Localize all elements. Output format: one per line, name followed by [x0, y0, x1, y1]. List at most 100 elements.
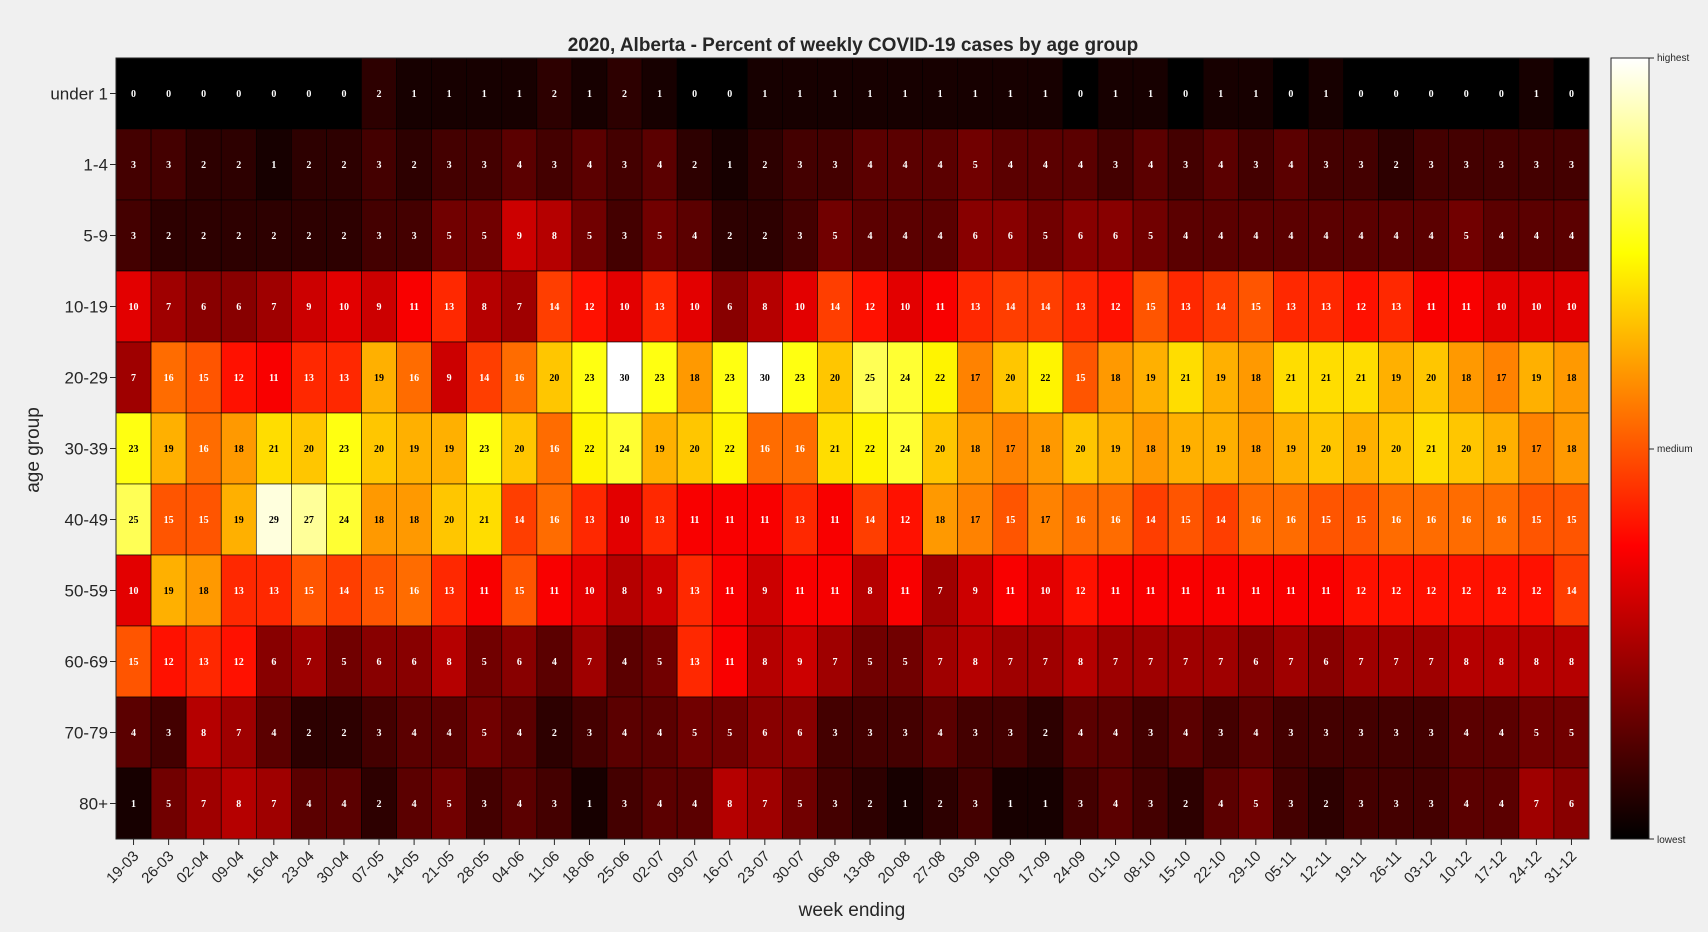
x-tick-label: 03-12	[1401, 848, 1440, 887]
heatmap-cell	[711, 412, 748, 485]
cell-value-label: 2	[412, 160, 417, 171]
cell-value-label: 5	[797, 799, 802, 810]
cell-value-label: 11	[900, 586, 909, 597]
cell-value-label: 14	[339, 586, 349, 597]
cell-value-label: 4	[868, 160, 873, 171]
heatmap-cell	[150, 554, 187, 627]
cell-value-label: 9	[657, 586, 662, 597]
cell-value-label: 15	[1356, 515, 1366, 526]
cell-value-label: 19	[1146, 373, 1156, 384]
heatmap-cell	[220, 625, 257, 698]
cell-value-label: 2	[341, 231, 346, 242]
cell-value-label: 20	[374, 444, 384, 455]
cell-value-label: 19	[1496, 444, 1506, 455]
cell-value-label: 15	[1181, 515, 1191, 526]
cell-value-label: 19	[1356, 444, 1366, 455]
heatmap-cell	[1097, 554, 1134, 627]
cell-value-label: 29	[269, 515, 279, 526]
cell-value-label: 1	[832, 89, 837, 100]
heatmap-cell	[1483, 696, 1520, 769]
heatmap-cell	[1062, 128, 1099, 201]
heatmap-cell	[887, 696, 923, 769]
heatmap-cell	[1378, 57, 1414, 130]
cell-value-label: 1	[868, 89, 873, 100]
cell-value-label: 12	[900, 515, 910, 526]
x-tick-label: 25-06	[594, 848, 633, 887]
cell-value-label: 7	[938, 657, 943, 668]
cell-value-label: 10	[1496, 302, 1506, 313]
heatmap-cell	[1448, 767, 1485, 840]
cell-value-label: 19	[234, 515, 244, 526]
cell-value-label: 16	[1286, 515, 1296, 526]
heatmap-cell	[641, 412, 678, 485]
cell-value-label: 19	[1216, 444, 1226, 455]
cell-value-label: 14	[1146, 515, 1156, 526]
cell-value-label: 20	[1075, 444, 1085, 455]
cell-value-label: 4	[1499, 231, 1504, 242]
cell-value-label: 17	[970, 515, 980, 526]
cell-value-label: 10	[129, 586, 139, 597]
heatmap-cell	[746, 412, 783, 485]
heatmap-cell	[641, 767, 678, 840]
cell-value-label: 6	[201, 302, 206, 313]
cell-value-label: 6	[1078, 231, 1083, 242]
heatmap-cell	[185, 128, 222, 201]
heatmap-cell	[852, 412, 888, 485]
cell-value-label: 11	[690, 515, 699, 526]
cell-value-label: 9	[762, 586, 767, 597]
heatmap-cell	[220, 128, 257, 201]
heatmap-cell	[782, 554, 818, 627]
cell-value-label: 3	[1288, 799, 1293, 810]
heatmap-cell	[782, 412, 818, 485]
heatmap-cell	[746, 341, 783, 414]
cell-value-label: 2	[1043, 728, 1048, 739]
cell-value-label: 18	[1566, 444, 1576, 455]
heatmap-cell	[536, 767, 573, 840]
cell-value-label: 11	[1181, 586, 1190, 597]
heatmap-cell	[887, 767, 923, 840]
heatmap-cell	[922, 199, 959, 272]
heatmap-cell	[641, 199, 678, 272]
cell-value-label: 5	[832, 231, 837, 242]
heatmap-cell	[1553, 270, 1590, 343]
heatmap-cell	[676, 57, 713, 130]
cell-value-label: 4	[341, 799, 346, 810]
heatmap-cell	[150, 483, 187, 556]
heatmap-cell	[1273, 341, 1309, 414]
cell-value-label: 14	[865, 515, 875, 526]
cell-value-label: 12	[1426, 586, 1436, 597]
cell-value-label: 12	[234, 657, 244, 668]
cell-value-label: 3	[552, 160, 557, 171]
heatmap-cell	[326, 696, 362, 769]
heatmap-cell	[957, 625, 994, 698]
cell-value-label: 21	[269, 444, 279, 455]
heatmap-cell	[1413, 270, 1450, 343]
heatmap-cell	[1202, 767, 1239, 840]
x-tick-label: 01-10	[1085, 848, 1124, 887]
cell-value-label: 1	[1043, 799, 1048, 810]
cell-value-label: 0	[131, 89, 136, 100]
heatmap-cell	[746, 128, 783, 201]
heatmap-cell	[361, 57, 397, 130]
cell-value-label: 10	[690, 302, 700, 313]
heatmap-cell	[501, 199, 538, 272]
cell-value-label: 4	[868, 231, 873, 242]
heatmap-cell	[466, 767, 503, 840]
x-tick-label: 17-09	[1015, 848, 1054, 887]
heatmap-cell	[431, 341, 468, 414]
cell-value-label: 4	[692, 231, 697, 242]
heatmap-cell	[1448, 483, 1485, 556]
cell-value-label: 10	[1040, 586, 1050, 597]
cell-value-label: 11	[1006, 586, 1015, 597]
cell-value-label: 8	[762, 657, 767, 668]
heatmap-cell	[992, 625, 1029, 698]
cell-value-label: 15	[1531, 515, 1541, 526]
cell-value-label: 1	[1113, 89, 1118, 100]
heatmap-cell	[501, 128, 538, 201]
heatmap-cell	[817, 270, 853, 343]
cell-value-label: 13	[1181, 302, 1191, 313]
colorbar: highest medium lowest	[1610, 53, 1693, 846]
cell-value-label: 4	[622, 728, 627, 739]
cell-value-label: 13	[304, 373, 314, 384]
heatmap-cell	[887, 483, 923, 556]
